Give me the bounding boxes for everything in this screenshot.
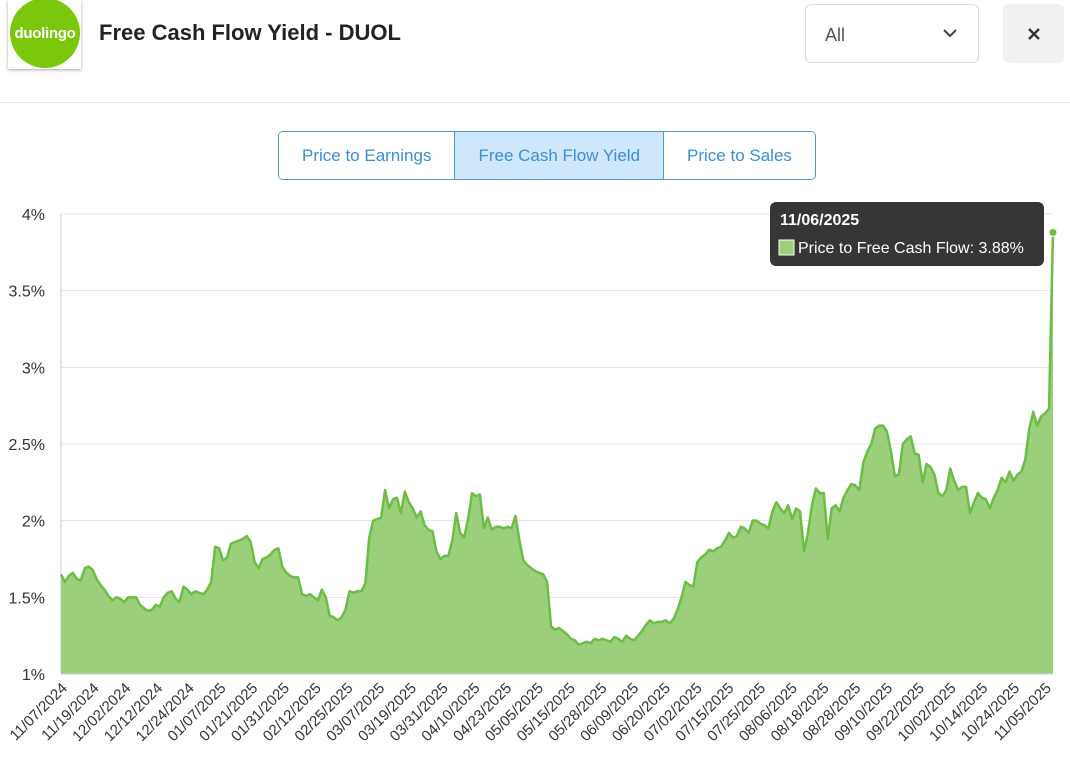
tooltip: 11/06/2025 Price to Free Cash Flow: 3.88% bbox=[770, 202, 1044, 266]
range-select[interactable]: All bbox=[805, 4, 979, 63]
close-button[interactable] bbox=[1003, 4, 1064, 63]
highlight-point[interactable] bbox=[1048, 227, 1058, 237]
y-tick-label: 1% bbox=[22, 667, 45, 684]
tab-price-to-earnings[interactable]: Price to Earnings bbox=[279, 132, 456, 179]
page-title: Free Cash Flow Yield - DUOL bbox=[99, 20, 401, 45]
series-area bbox=[61, 232, 1053, 674]
tab-free-cash-flow-yield[interactable]: Free Cash Flow Yield bbox=[455, 132, 665, 179]
series-line bbox=[59, 232, 1055, 647]
logo-text: duolingo bbox=[10, 0, 80, 68]
tab-price-to-sales[interactable]: Price to Sales bbox=[664, 132, 815, 179]
y-tick-label: 2% bbox=[22, 514, 45, 531]
y-tick-label: 2.5% bbox=[9, 437, 45, 454]
chevron-down-icon bbox=[943, 29, 957, 38]
y-tick-label: 1.5% bbox=[9, 590, 45, 607]
metric-tabs: Price to Earnings Free Cash Flow Yield P… bbox=[278, 131, 816, 180]
y-tick-label: 3% bbox=[22, 360, 45, 377]
tooltip-label: Price to Free Cash Flow: 3.88% bbox=[798, 240, 1024, 257]
tooltip-date: 11/06/2025 bbox=[780, 212, 859, 229]
company-logo: duolingo bbox=[8, 0, 81, 69]
tooltip-box bbox=[770, 202, 1044, 266]
y-tick-label: 4% bbox=[22, 207, 45, 224]
fcf-yield-chart: 1%1.5%2%2.5%3%3.5%4%11/07/202411/19/2024… bbox=[7, 202, 1058, 745]
close-icon bbox=[1027, 27, 1040, 40]
tooltip-swatch bbox=[778, 239, 795, 256]
range-select-value: All bbox=[825, 25, 846, 45]
y-tick-label: 3.5% bbox=[9, 284, 45, 301]
header: duolingo Free Cash Flow Yield - DUOL All bbox=[0, 0, 1070, 103]
